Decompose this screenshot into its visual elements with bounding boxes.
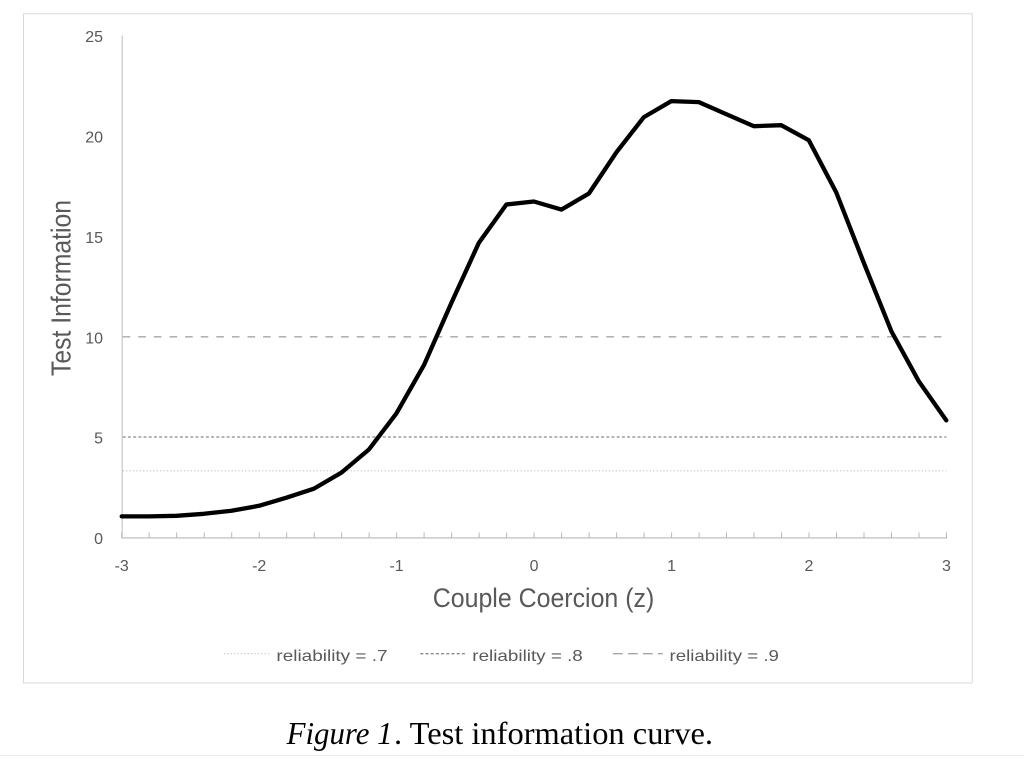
svg-text:-2: -2 (252, 558, 266, 575)
svg-text:20: 20 (85, 130, 103, 147)
svg-text:Couple Coercion (z): Couple Coercion (z) (433, 583, 655, 613)
svg-text:reliability = .9: reliability = .9 (670, 648, 780, 665)
svg-text:reliability = .8: reliability = .8 (472, 648, 583, 665)
svg-text:Figure 1: Figure 1 (286, 715, 393, 751)
svg-text:. Test information curve.: . Test information curve. (394, 715, 713, 751)
svg-text:reliability = .7: reliability = .7 (276, 648, 387, 665)
svg-text:25: 25 (85, 29, 103, 46)
svg-text:Test Information: Test Information (46, 200, 77, 376)
svg-text:2: 2 (805, 558, 814, 575)
svg-text:-3: -3 (115, 558, 129, 575)
svg-text:1: 1 (667, 558, 676, 575)
svg-text:5: 5 (94, 431, 103, 448)
svg-text:10: 10 (85, 330, 103, 347)
svg-text:15: 15 (85, 230, 103, 247)
svg-text:0: 0 (530, 558, 539, 575)
svg-text:-1: -1 (389, 558, 403, 575)
svg-text:0: 0 (94, 531, 103, 548)
svg-text:3: 3 (942, 558, 951, 575)
